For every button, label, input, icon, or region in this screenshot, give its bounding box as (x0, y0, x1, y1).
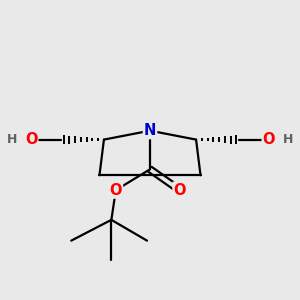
Text: O: O (25, 132, 38, 147)
Text: O: O (173, 183, 186, 198)
Text: O: O (262, 132, 275, 147)
Text: O: O (110, 183, 122, 198)
Text: H: H (7, 133, 17, 146)
Text: H: H (283, 133, 293, 146)
Text: N: N (144, 123, 156, 138)
